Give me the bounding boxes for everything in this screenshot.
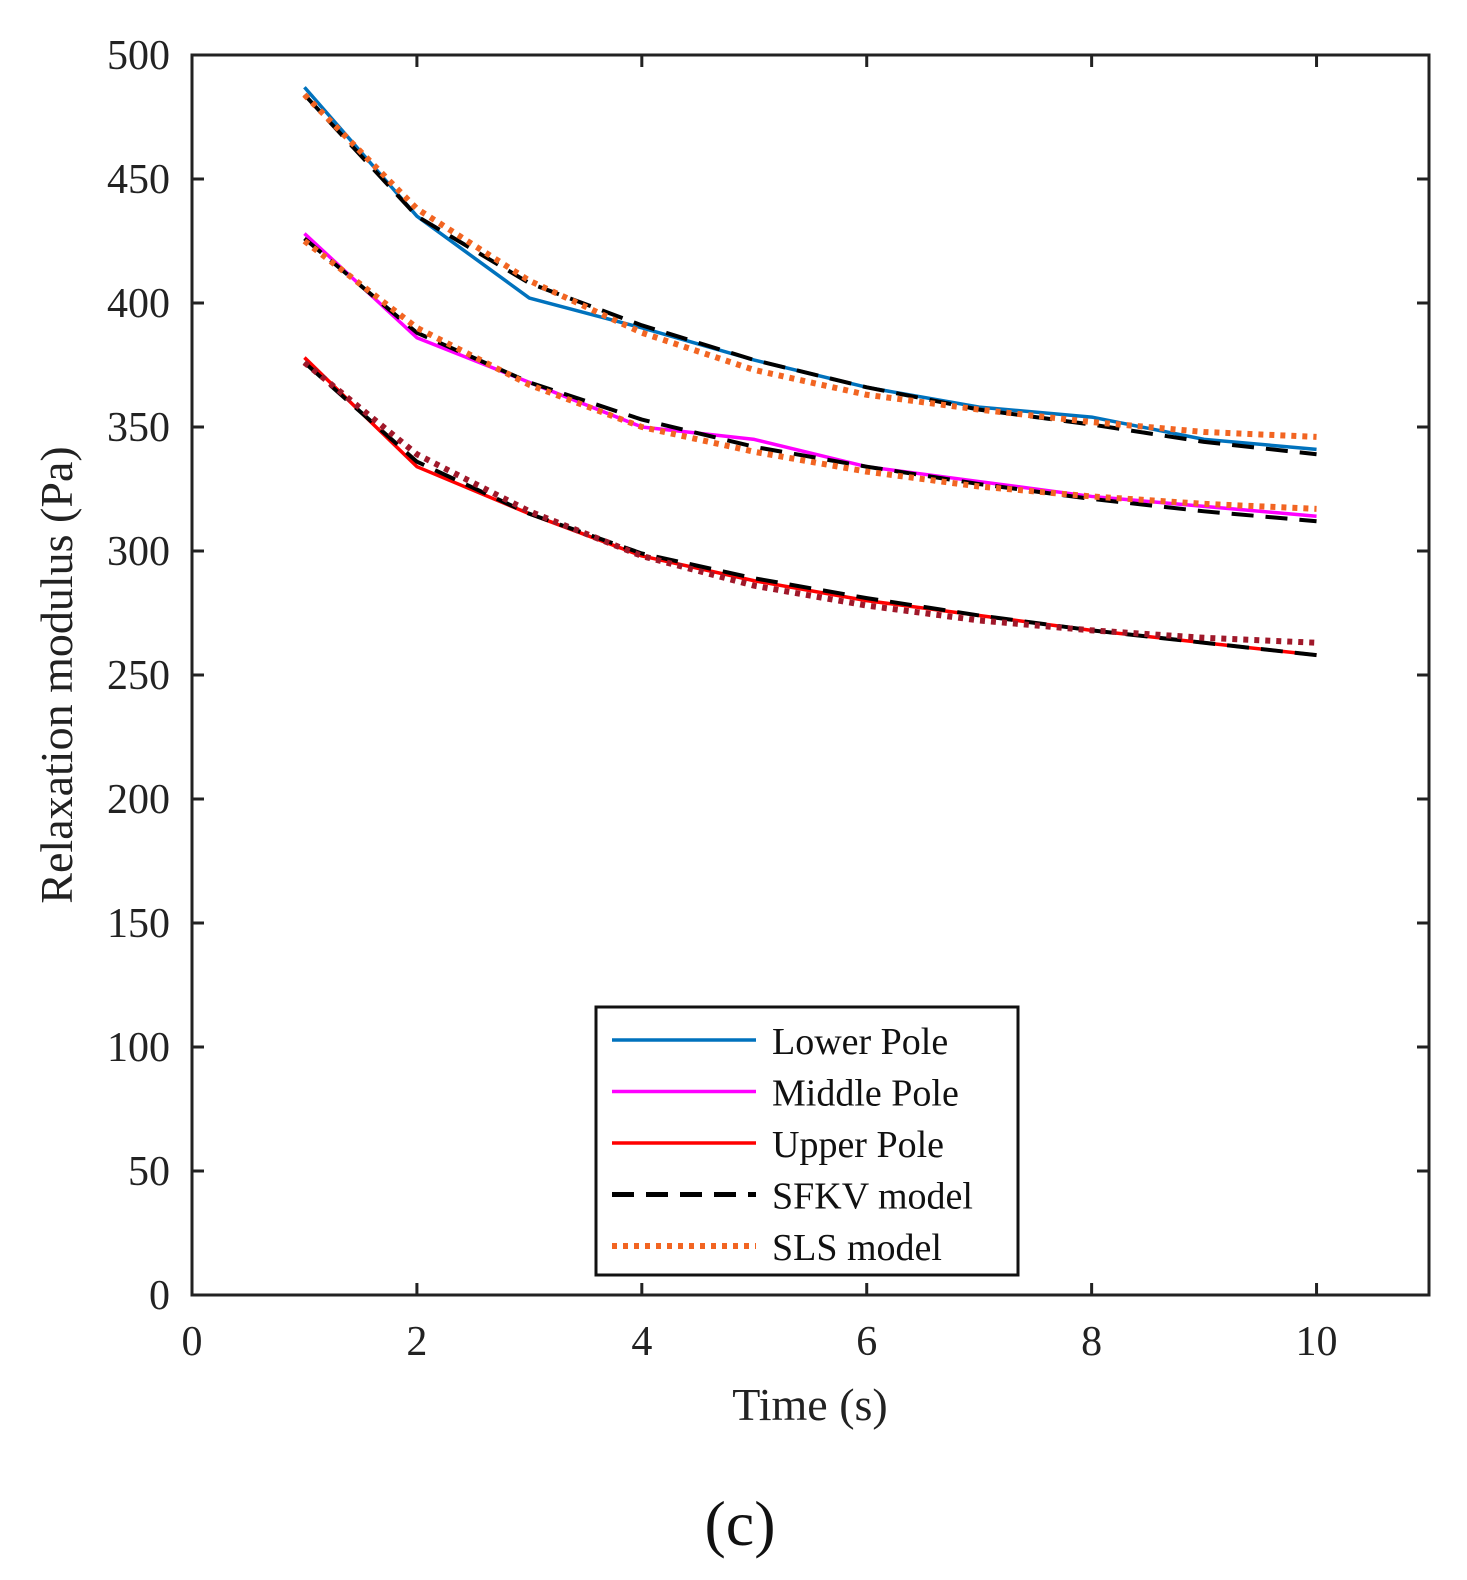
x-tick-label: 6 xyxy=(856,1319,877,1365)
series-layer xyxy=(302,86,1317,658)
legend: Lower Pole Middle Pole Upper Pole SFKV mode… xyxy=(594,1005,1020,1277)
y-tick-label: 150 xyxy=(107,901,170,947)
series-line-sfkv-fit-1 xyxy=(302,93,1317,457)
y-tick-label: 200 xyxy=(107,777,170,823)
legend-box xyxy=(594,1005,1020,1277)
y-tick-label: 50 xyxy=(128,1149,170,1195)
x-tick-label: 0 xyxy=(182,1319,203,1365)
y-axis-label: Relaxation modulus (Pa) xyxy=(31,446,82,903)
x-tick-label: 10 xyxy=(1296,1319,1338,1365)
series-line-sfkv-fit-2 xyxy=(303,236,1317,524)
series-line-sls-fit-1 xyxy=(302,92,1317,440)
legend-entries: Lower Pole Middle Pole Upper Pole SFKV mode… xyxy=(612,1021,973,1269)
series-line-sls-upper xyxy=(302,360,1317,646)
x-tick-label: 8 xyxy=(1081,1319,1102,1365)
legend-label-sfkv: SFKV model xyxy=(772,1176,973,1218)
y-tick-label: 500 xyxy=(107,33,170,79)
legend-label-upper: Upper Pole xyxy=(772,1124,944,1166)
y-tick-label: 100 xyxy=(107,1025,170,1071)
panel-label: (c) xyxy=(704,1488,775,1559)
y-tick-label: 300 xyxy=(107,529,170,575)
y-tick-label: 400 xyxy=(107,281,170,327)
x-axis-label: Time (s) xyxy=(732,1379,888,1430)
y-tick-label: 0 xyxy=(149,1273,170,1319)
series-line-sfkv-fit-3 xyxy=(303,361,1317,658)
legend-label-sls: SLS model xyxy=(772,1227,942,1269)
x-tick-label: 4 xyxy=(631,1319,652,1365)
legend-label-middle: Middle Pole xyxy=(772,1073,959,1115)
y-tick-label: 350 xyxy=(107,405,170,451)
series-line-lower xyxy=(303,86,1317,452)
y-tick-label: 450 xyxy=(107,157,170,203)
legend-label-lower: Lower Pole xyxy=(772,1021,948,1063)
y-tick-label: 250 xyxy=(107,653,170,699)
plot-frame xyxy=(190,53,1431,1297)
series-line-middle xyxy=(303,232,1317,519)
x-tick-label: 2 xyxy=(406,1319,427,1365)
